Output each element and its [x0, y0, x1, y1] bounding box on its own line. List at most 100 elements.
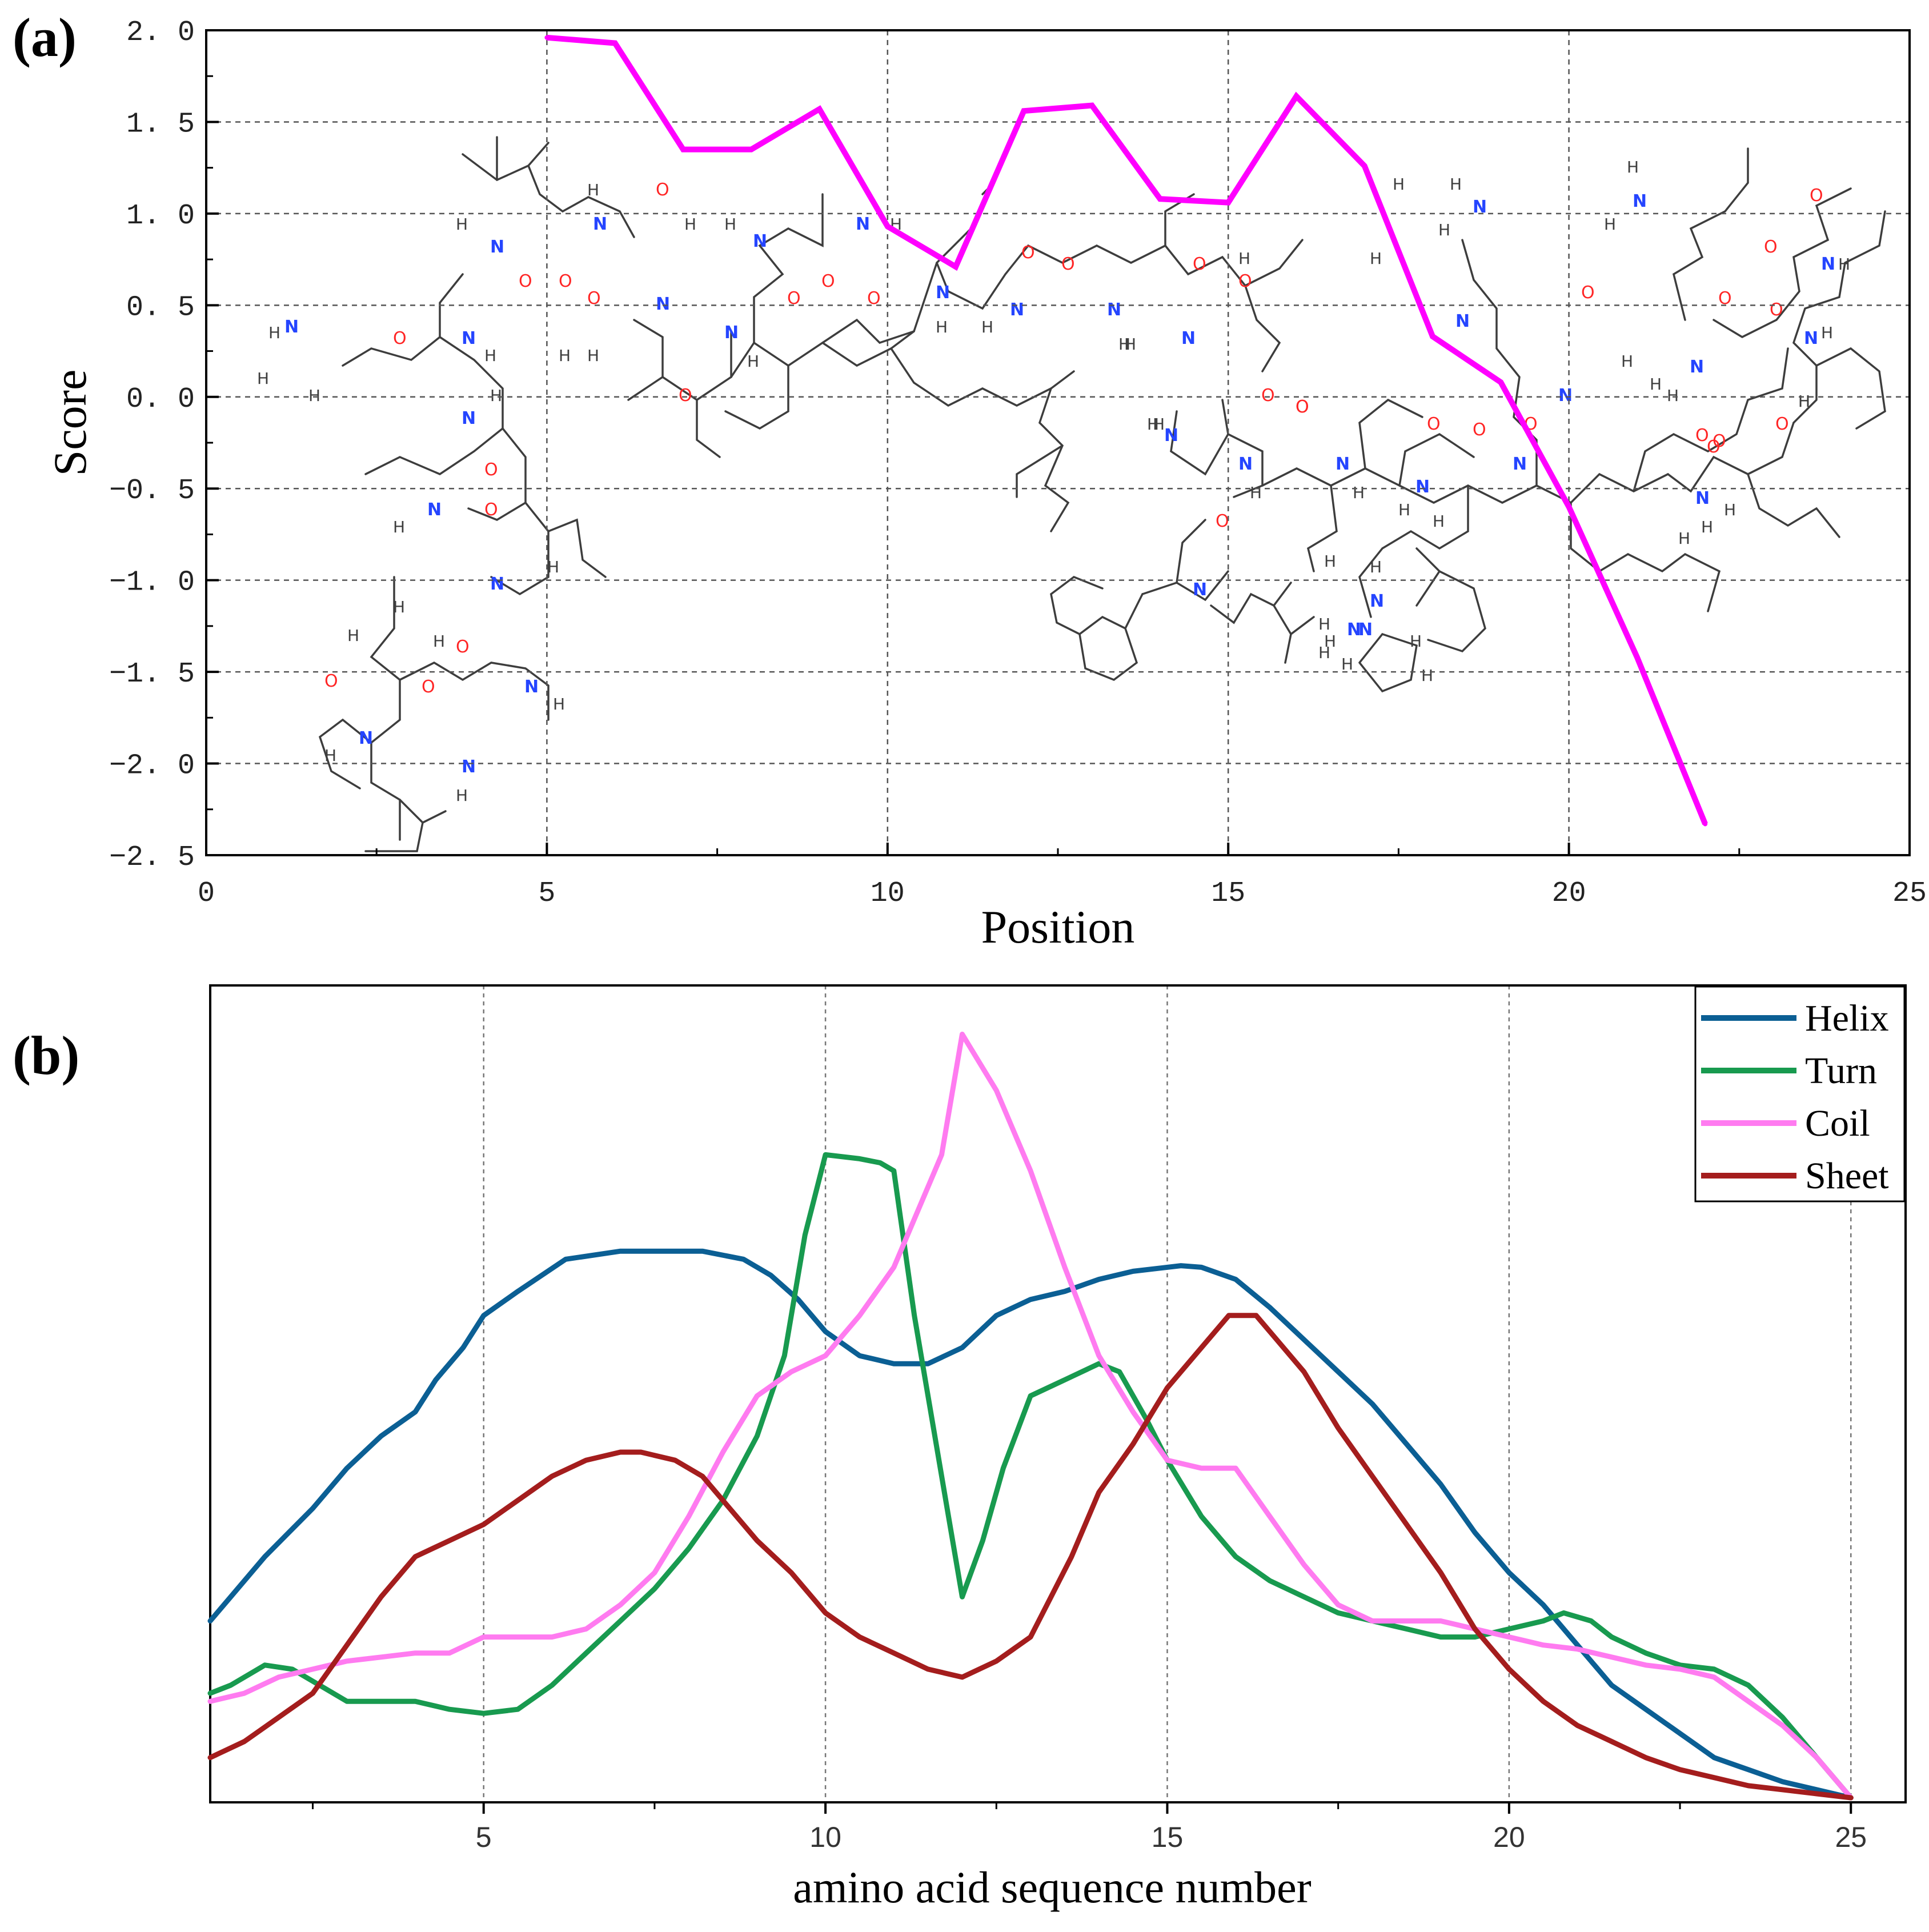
score-point — [1157, 197, 1162, 202]
legend-label-turn: Turn — [1805, 1050, 1877, 1092]
svg-text:H: H — [936, 318, 948, 336]
svg-text:N: N — [462, 328, 476, 348]
panel-b-x-tick-label: 20 — [1493, 1821, 1525, 1853]
svg-text:H: H — [1341, 655, 1353, 674]
svg-text:H: H — [257, 369, 269, 388]
svg-text:O: O — [587, 288, 601, 308]
svg-text:H: H — [1147, 415, 1159, 434]
svg-text:N: N — [724, 323, 739, 343]
svg-text:O: O — [484, 460, 498, 480]
panel-a-y-tick-label: 0. 0 — [126, 383, 195, 416]
svg-text:O: O — [1581, 283, 1595, 303]
svg-text:O: O — [1810, 186, 1823, 206]
svg-text:H: H — [684, 215, 696, 234]
svg-text:O: O — [422, 677, 435, 697]
svg-text:H: H — [347, 626, 359, 645]
svg-text:N: N — [1513, 454, 1527, 474]
svg-text:H: H — [433, 632, 445, 651]
score-point — [749, 147, 754, 152]
score-point — [680, 147, 685, 152]
svg-text:N: N — [1695, 488, 1710, 508]
panel-a-x-axis-title: Position — [981, 901, 1135, 953]
svg-text:N: N — [490, 237, 504, 257]
panel-b-x-tick-label: 10 — [809, 1821, 841, 1853]
svg-text:H: H — [1324, 632, 1336, 651]
series-line-sheet — [207, 1313, 1854, 1801]
svg-text:N: N — [1690, 357, 1704, 377]
svg-text:H: H — [456, 786, 468, 805]
svg-text:O: O — [1296, 397, 1309, 417]
svg-text:O: O — [1770, 300, 1783, 320]
svg-text:N: N — [1415, 477, 1430, 497]
score-point — [1634, 655, 1639, 660]
panel-a-x-tick-label: 5 — [538, 877, 555, 910]
svg-text:O: O — [679, 386, 692, 406]
svg-text:H: H — [490, 386, 502, 405]
svg-text:O: O — [1238, 271, 1252, 291]
svg-text:N: N — [1181, 328, 1196, 348]
svg-text:H: H — [1410, 632, 1422, 651]
panel-b-label: (b) — [13, 1025, 79, 1086]
svg-text:H: H — [1627, 158, 1639, 177]
score-point — [1362, 163, 1367, 169]
svg-text:H: H — [981, 318, 993, 336]
panel-b-x-tick-label: 5 — [476, 1821, 492, 1853]
svg-text:H: H — [308, 386, 320, 405]
svg-text:H: H — [1650, 375, 1662, 394]
svg-text:O: O — [1061, 254, 1075, 274]
svg-text:H: H — [1250, 483, 1262, 502]
svg-text:N: N — [359, 728, 373, 748]
panel-a-y-tick-label: −2. 5 — [109, 841, 195, 874]
svg-text:H: H — [1370, 558, 1382, 576]
svg-text:O: O — [1427, 414, 1441, 434]
svg-text:O: O — [1713, 431, 1726, 451]
svg-text:H: H — [1324, 552, 1336, 571]
svg-text:O: O — [1707, 437, 1721, 457]
series-line-coil — [207, 1031, 1854, 1801]
svg-text:N: N — [490, 574, 504, 594]
panel-a-y-tick-label: 1. 0 — [126, 200, 195, 233]
score-point — [1226, 200, 1231, 205]
svg-text:N: N — [1010, 300, 1024, 320]
svg-text:H: H — [1318, 643, 1330, 662]
score-point — [953, 264, 959, 269]
svg-text:O: O — [484, 500, 498, 520]
svg-text:N: N — [1370, 591, 1384, 611]
svg-text:H: H — [1724, 500, 1736, 519]
panel-a-label: (a) — [13, 7, 77, 68]
panel-a-x-axis: 0 5 10 15 20 25 — [198, 843, 1927, 910]
svg-text:N: N — [1821, 254, 1835, 274]
svg-text:N: N — [1347, 620, 1361, 640]
svg-text:H: H — [456, 215, 468, 234]
svg-text:H: H — [484, 346, 496, 365]
svg-text:H: H — [1678, 529, 1690, 548]
legend-label-helix: Helix — [1805, 997, 1889, 1039]
svg-text:H: H — [324, 746, 336, 765]
svg-text:H: H — [1701, 518, 1713, 536]
score-point — [817, 106, 822, 111]
svg-text:H: H — [1450, 175, 1462, 194]
series-line-turn — [207, 1152, 1854, 1801]
svg-text:H: H — [1433, 512, 1445, 531]
panel-a-x-tick-label: 10 — [871, 877, 905, 910]
svg-text:N: N — [284, 317, 299, 337]
svg-text:H: H — [1353, 483, 1365, 502]
svg-text:H: H — [1393, 175, 1405, 194]
svg-text:H: H — [1838, 255, 1850, 274]
svg-text:N: N — [427, 500, 442, 520]
panel-a-y-tick-label: −1. 5 — [109, 658, 195, 691]
panel-a-x-tick-label: 20 — [1552, 877, 1586, 910]
svg-text:H: H — [1821, 323, 1833, 342]
svg-text:N: N — [462, 757, 476, 777]
svg-text:H: H — [587, 346, 599, 365]
panel-a-y-axis: 2. 0 1. 5 1. 0 0. 5 0. 0 −0. 5 −1. 0 −1. 5 −2. 0… — [109, 17, 219, 874]
panel-a-y-tick-label: 1. 5 — [126, 108, 195, 141]
svg-text:N: N — [656, 294, 670, 314]
score-point — [544, 35, 550, 40]
svg-text:O: O — [1775, 414, 1789, 434]
legend-label-coil: Coil — [1805, 1103, 1870, 1144]
score-point — [1021, 109, 1026, 114]
svg-text:O: O — [456, 637, 470, 657]
